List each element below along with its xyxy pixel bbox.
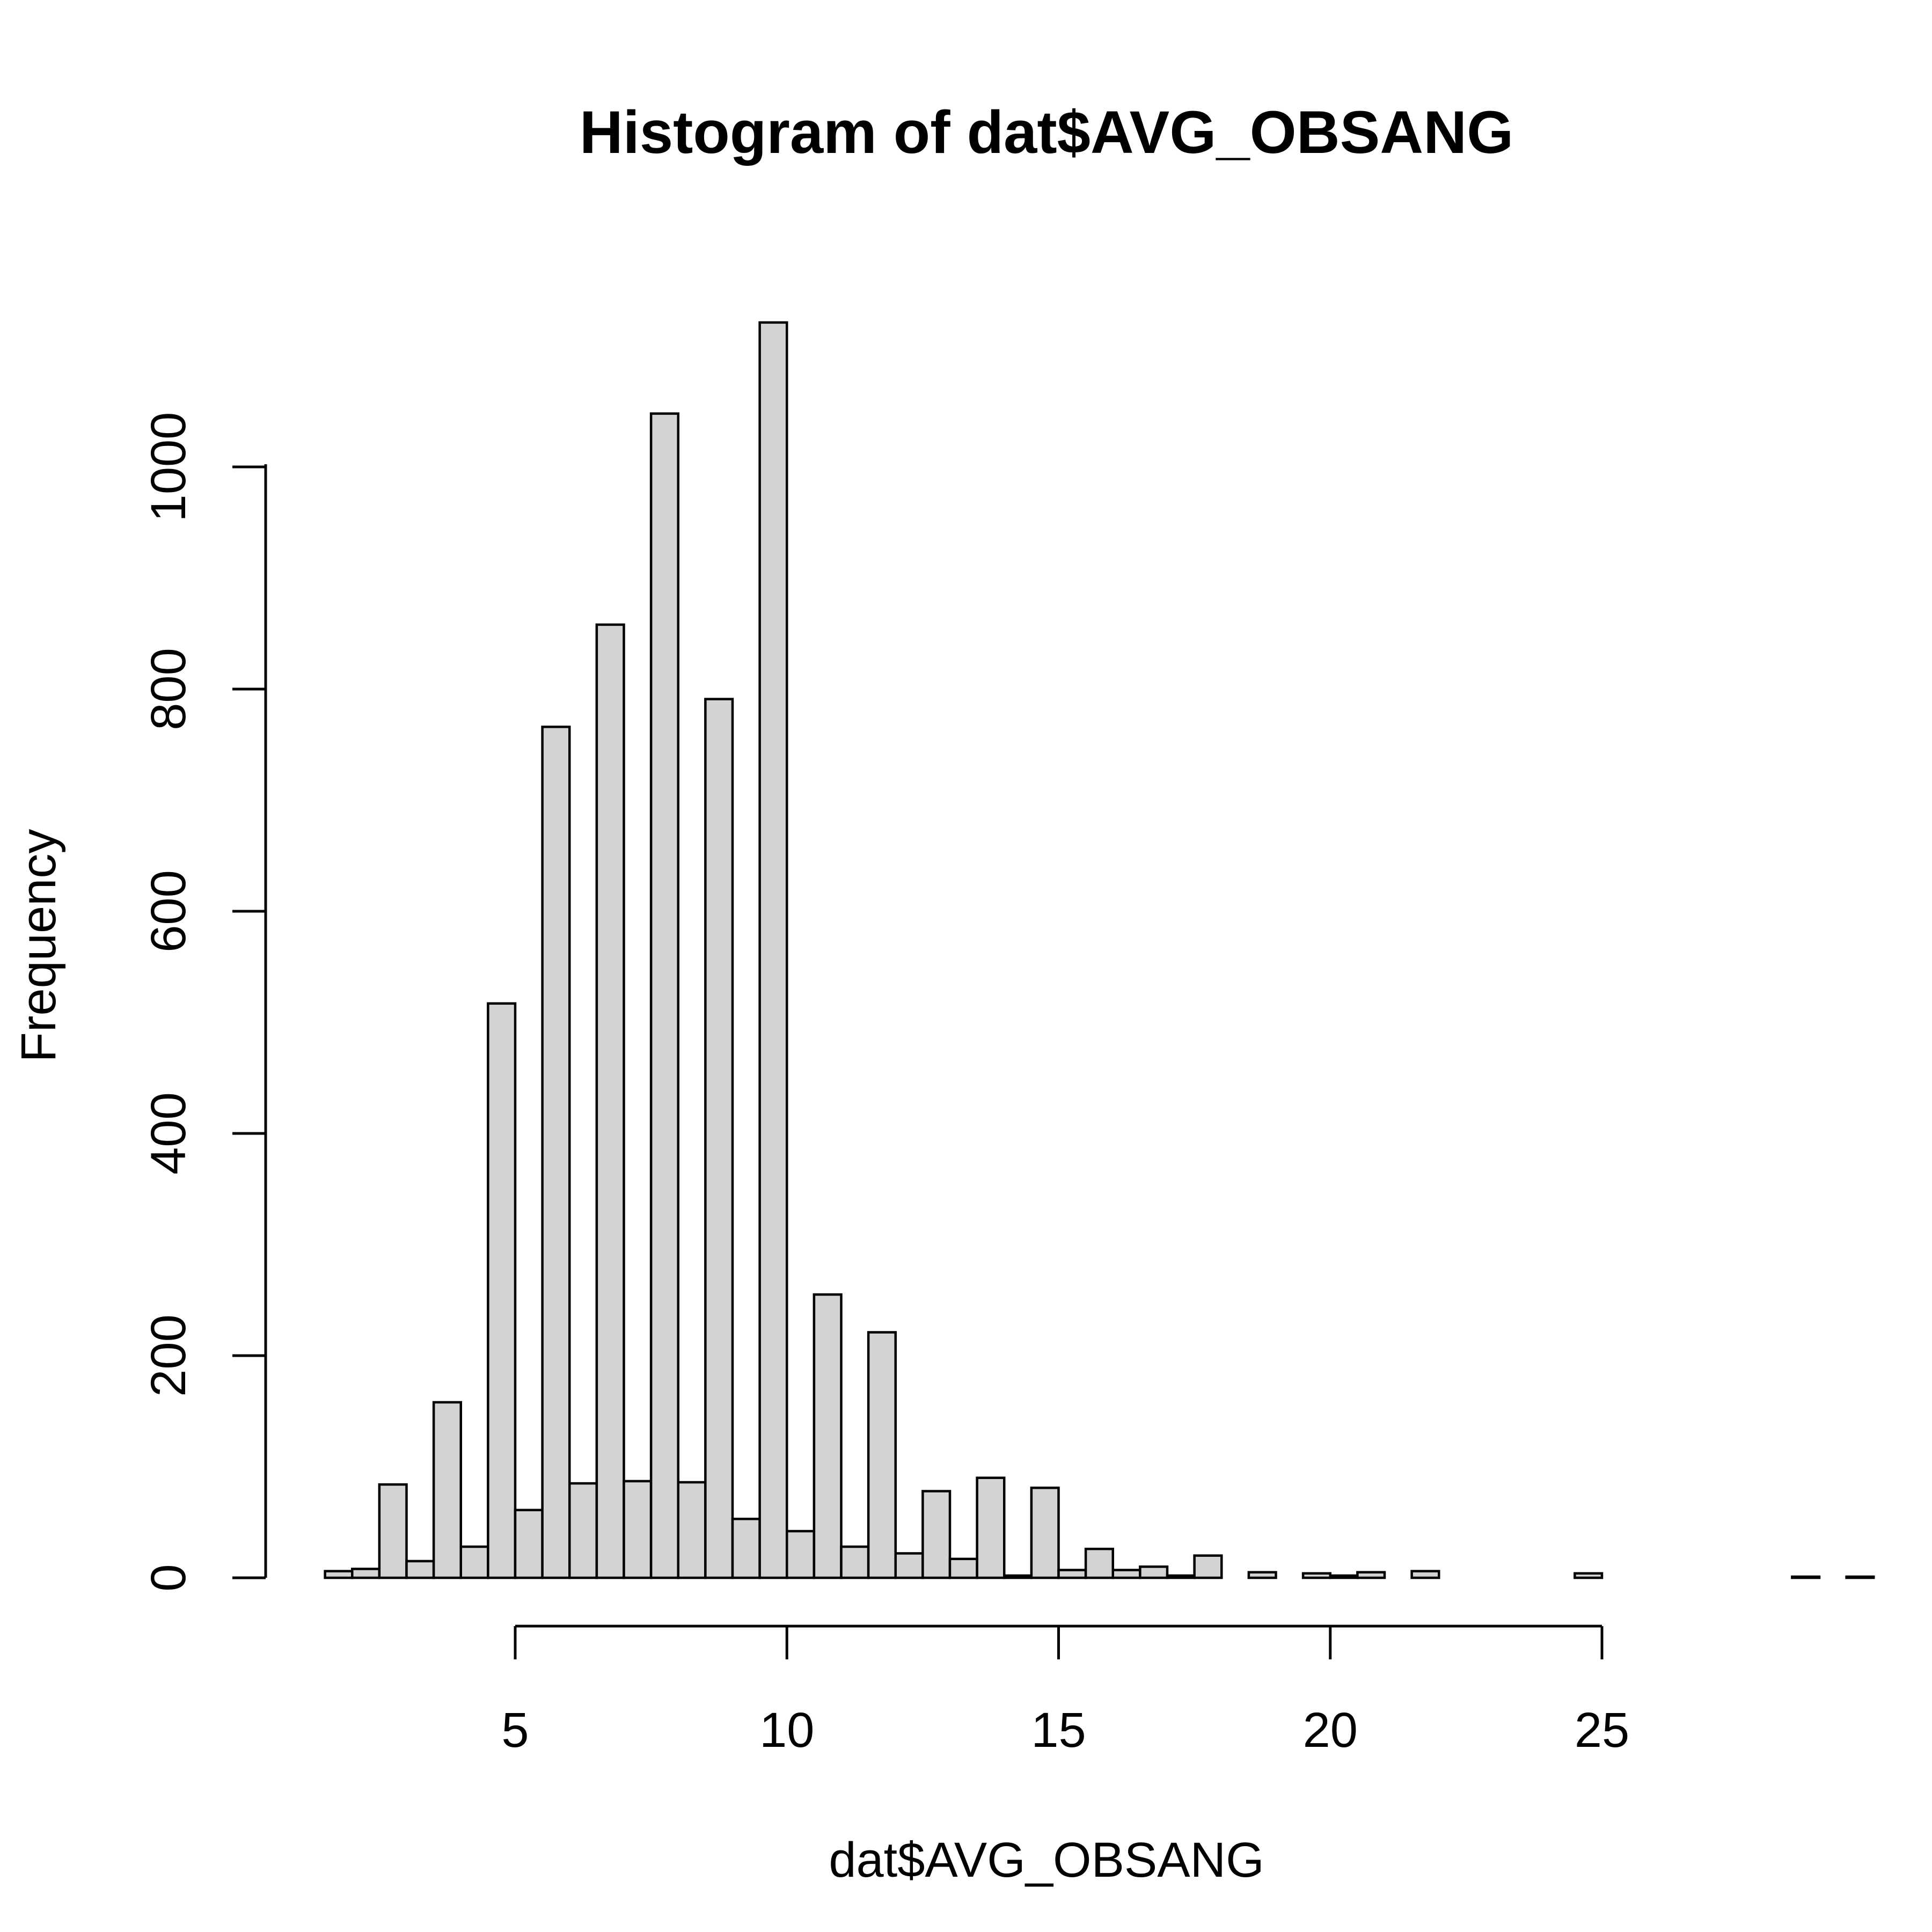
histogram-bar [1791,1575,1821,1579]
histogram-bar [1301,1572,1331,1579]
histogram-bar [758,321,788,1579]
histogram-bar [351,1568,381,1579]
histogram-bar [813,1293,843,1579]
histogram-bar [324,1570,354,1579]
y-tick-label: 800 [141,648,196,730]
histogram-bar [1247,1571,1277,1579]
y-axis-label: Frequency [11,829,66,1063]
histogram-bar [867,1331,897,1579]
y-tick-label: 1000 [141,412,196,522]
x-tick-label: 20 [1303,1703,1358,1758]
histogram-bar [514,1509,544,1579]
y-tick-label: 0 [141,1564,196,1591]
y-tick-label: 400 [141,1092,196,1175]
histogram-bar [405,1560,435,1579]
y-tick-label: 200 [141,1314,196,1397]
chart-title: Histogram of dat$AVG_OBSANG [580,99,1513,166]
y-axis: 0 200 400 600 800 1000 [141,412,267,1592]
histogram-bar [840,1545,870,1579]
histogram-bar [1410,1570,1440,1579]
histogram-bar [623,1480,653,1579]
histogram-bar [786,1529,816,1579]
histogram-bar [1166,1574,1196,1579]
histogram-bar [921,1490,952,1579]
histogram-bars [324,321,1875,1579]
histogram-bar [704,698,734,1579]
histogram-bar [432,1401,462,1579]
histogram-bar [595,623,625,1579]
x-tick-label: 15 [1031,1703,1086,1758]
x-axis-label: dat$AVG_OBSANG [829,1833,1264,1887]
histogram-bar [1139,1565,1169,1579]
x-tick-label: 10 [759,1703,814,1758]
histogram-bar [649,412,679,1579]
histogram-bar [1845,1575,1875,1579]
histogram-bar [1356,1571,1386,1579]
histogram-bar [1574,1572,1604,1579]
histogram-bar [541,726,571,1579]
histogram-bar [976,1476,1006,1579]
histogram-bar [1329,1574,1359,1579]
histogram-bar [1030,1487,1060,1579]
histogram-bar [487,1002,517,1579]
histogram-bar [1084,1547,1114,1579]
histogram-bar [731,1518,761,1579]
x-tick-label: 25 [1575,1703,1629,1758]
histogram-bar [677,1481,707,1579]
histogram-bar [1111,1569,1141,1579]
histogram-bar [1003,1574,1033,1579]
x-axis: 5 10 15 20 25 [501,1624,1629,1758]
histogram-bar [459,1545,489,1579]
histogram-bar [568,1482,598,1579]
histogram-bar [948,1557,978,1579]
histogram-bar [894,1552,924,1579]
x-tick-label: 5 [501,1703,529,1758]
histogram-bar [1057,1569,1087,1579]
y-tick-label: 600 [141,870,196,953]
histogram-bar [1193,1554,1223,1579]
histogram-bar [378,1483,408,1579]
